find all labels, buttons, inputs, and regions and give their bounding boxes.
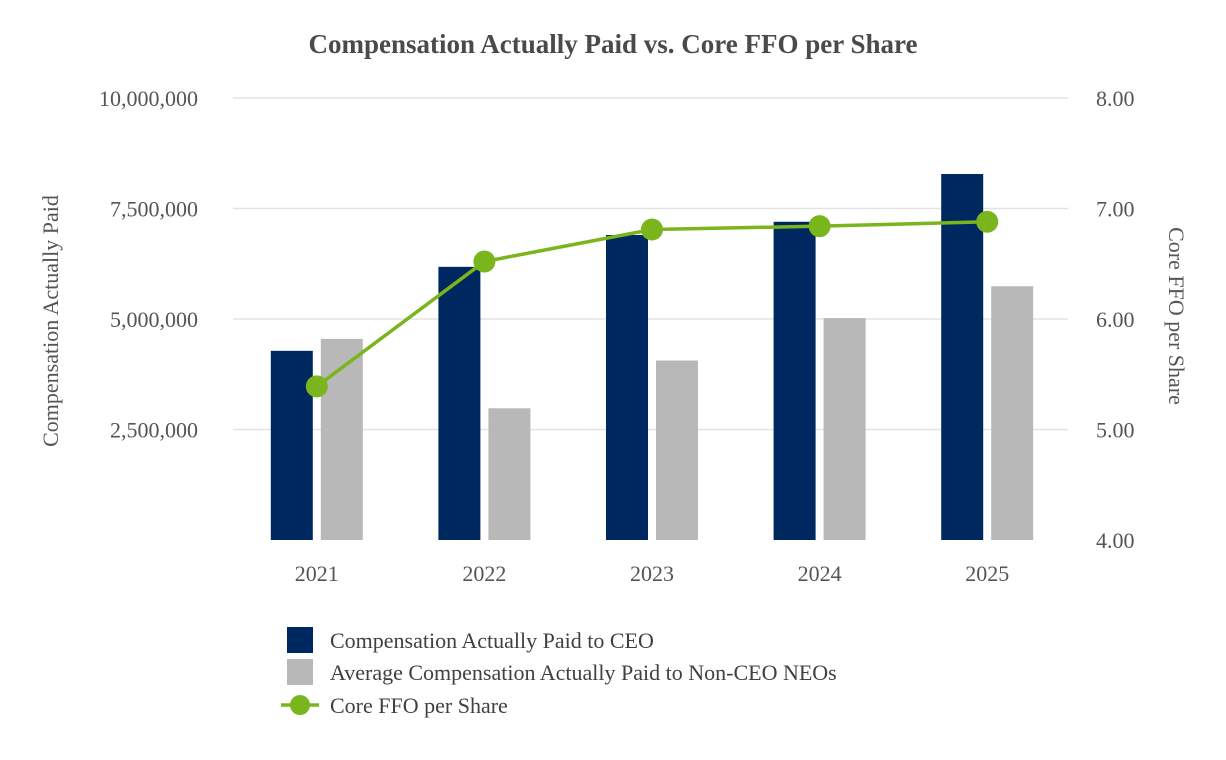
bar-ceo-2025 <box>941 174 984 541</box>
y-left-tick-label: 2,500,000 <box>110 418 198 443</box>
bar-neo-2024 <box>823 318 866 540</box>
core-ffo-point-2022 <box>473 250 496 273</box>
y-right-tick-label: 5.00 <box>1096 418 1135 443</box>
bar-neo-2021 <box>320 338 363 540</box>
y-right-tick-label: 7.00 <box>1096 197 1135 222</box>
x-tick-label: 2025 <box>965 561 1009 586</box>
core-ffo-point-2021 <box>305 375 328 398</box>
x-tick-label: 2023 <box>630 561 674 586</box>
y-left-tick-label: 5,000,000 <box>110 307 198 332</box>
legend-label: Compensation Actually Paid to CEO <box>330 628 654 653</box>
core-ffo-point-2024 <box>808 215 831 238</box>
bar-ceo-2023 <box>606 235 648 540</box>
x-tick-label: 2022 <box>462 561 506 586</box>
gridlines <box>233 97 1068 431</box>
y-left-axis-label: Compensation Actually Paid <box>38 195 63 447</box>
x-tick-label: 2024 <box>798 561 842 586</box>
legend: Compensation Actually Paid to CEO Average… <box>281 627 837 718</box>
bar-series <box>270 174 1034 541</box>
bar-neo-2023 <box>656 360 698 540</box>
y-right-axis-label: Core FFO per Share <box>1164 227 1189 405</box>
legend-swatch-marker <box>290 695 310 715</box>
core-ffo-line <box>315 220 988 388</box>
y-right-tick-label: 8.00 <box>1096 86 1135 111</box>
legend-swatch-neo <box>287 659 313 685</box>
bar-ceo-2021 <box>270 350 313 540</box>
legend-label: Average Compensation Actually Paid to No… <box>330 660 837 685</box>
y-right-tick-label: 4.00 <box>1096 528 1135 553</box>
core-ffo-point-2023 <box>641 218 663 241</box>
core-ffo-point-2025 <box>976 210 999 233</box>
y-left-tick-label: 10,000,000 <box>99 86 198 111</box>
line-series <box>305 210 999 398</box>
y-right-tick-label: 6.00 <box>1096 307 1135 332</box>
bar-neo-2025 <box>991 286 1034 540</box>
chart-title: Compensation Actually Paid vs. Core FFO … <box>308 29 917 59</box>
x-tick-label: 2021 <box>295 561 339 586</box>
legend-label: Core FFO per Share <box>330 693 508 718</box>
bar-ceo-2024 <box>773 221 816 540</box>
bar-ceo-2022 <box>438 266 481 540</box>
axes: 2,500,000 5,000,000 7,500,000 10,000,000 4.0… <box>99 86 1135 586</box>
legend-swatch-ceo <box>287 627 313 653</box>
y-left-tick-label: 7,500,000 <box>110 197 198 222</box>
bar-neo-2022 <box>488 408 531 540</box>
